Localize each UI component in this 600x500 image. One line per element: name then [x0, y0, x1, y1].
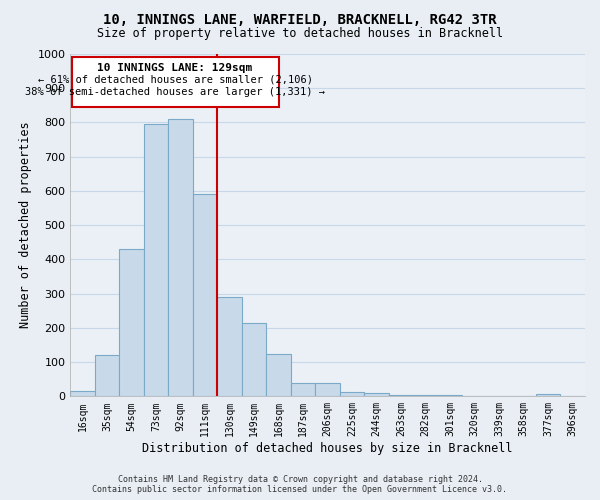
- Y-axis label: Number of detached properties: Number of detached properties: [19, 122, 32, 328]
- Text: Contains HM Land Registry data © Crown copyright and database right 2024.: Contains HM Land Registry data © Crown c…: [118, 475, 482, 484]
- Bar: [364, 393, 389, 396]
- Text: Size of property relative to detached houses in Bracknell: Size of property relative to detached ho…: [97, 28, 503, 40]
- Bar: [95, 356, 119, 397]
- Bar: [70, 391, 95, 396]
- Bar: [536, 394, 560, 396]
- Bar: [340, 392, 364, 396]
- X-axis label: Distribution of detached houses by size in Bracknell: Distribution of detached houses by size …: [142, 442, 513, 455]
- Bar: [266, 354, 291, 397]
- Text: ← 61% of detached houses are smaller (2,106): ← 61% of detached houses are smaller (2,…: [38, 74, 313, 85]
- Text: 10, INNINGS LANE, WARFIELD, BRACKNELL, RG42 3TR: 10, INNINGS LANE, WARFIELD, BRACKNELL, R…: [103, 12, 497, 26]
- Text: 10 INNINGS LANE: 129sqm: 10 INNINGS LANE: 129sqm: [97, 62, 253, 72]
- Bar: [242, 322, 266, 396]
- Bar: [316, 382, 340, 396]
- Bar: [389, 394, 413, 396]
- FancyBboxPatch shape: [71, 58, 278, 107]
- Bar: [169, 119, 193, 396]
- Bar: [193, 194, 217, 396]
- Text: 38% of semi-detached houses are larger (1,331) →: 38% of semi-detached houses are larger (…: [25, 86, 325, 97]
- Bar: [291, 382, 316, 396]
- Bar: [144, 124, 169, 396]
- Text: Contains public sector information licensed under the Open Government Licence v3: Contains public sector information licen…: [92, 485, 508, 494]
- Bar: [217, 297, 242, 396]
- Bar: [119, 249, 144, 396]
